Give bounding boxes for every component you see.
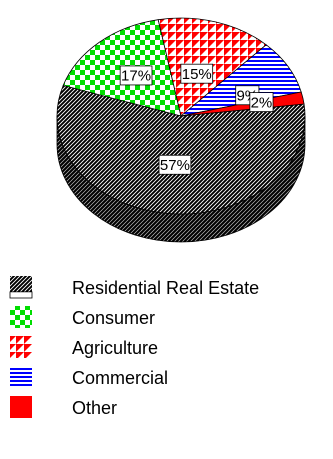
legend-swatch-commercial bbox=[10, 366, 32, 388]
data-label-consumer: 17% bbox=[121, 68, 151, 85]
data-label-agriculture: 15% bbox=[182, 66, 212, 83]
data-label-box-residential-real-estate bbox=[158, 154, 192, 175]
pie-slice-residential-real-estate bbox=[56, 84, 306, 215]
legend-swatch-base-residential-real-estate bbox=[9, 291, 33, 299]
legend-label-agriculture: Agriculture bbox=[72, 338, 158, 358]
legend-swatch-other bbox=[10, 396, 32, 418]
legend-swatch-agriculture bbox=[10, 336, 32, 358]
legend-label-commercial: Commercial bbox=[72, 368, 168, 388]
pie-labels: 57%17% 15%9%2% bbox=[119, 63, 274, 175]
legend: Residential Real Estate Consumer Agricultu… bbox=[9, 276, 259, 418]
legend-label-residential-real-estate: Residential Real Estate bbox=[72, 278, 259, 298]
legend-swatch-consumer bbox=[10, 306, 32, 328]
data-label-other: 2% bbox=[251, 94, 273, 111]
data-label-box-other bbox=[249, 92, 274, 113]
pie-tops bbox=[56, 17, 306, 215]
legend-label-consumer: Consumer bbox=[72, 308, 155, 328]
legend-swatch-residential-real-estate bbox=[10, 276, 32, 292]
legend-label-other: Other bbox=[72, 398, 117, 418]
data-label-box-agriculture bbox=[180, 63, 214, 84]
data-label-residential-real-estate: 57% bbox=[160, 157, 190, 174]
data-label-box-consumer bbox=[119, 65, 153, 86]
